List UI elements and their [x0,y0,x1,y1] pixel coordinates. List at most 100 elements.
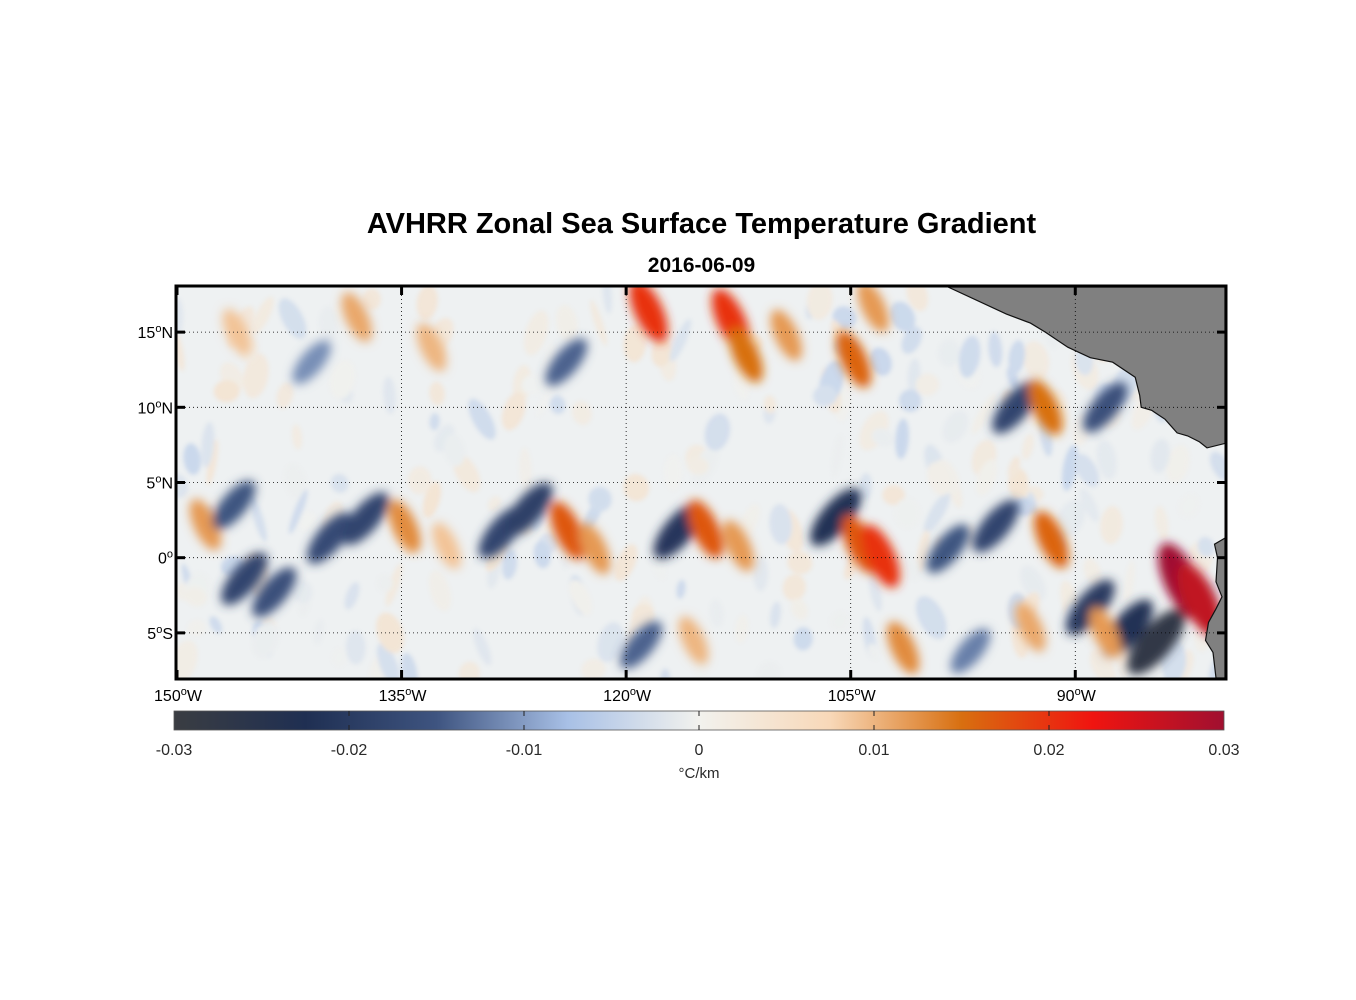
latitude-label: 5oS [147,624,173,643]
gradient-speck [429,570,451,612]
gradient-speck [1210,451,1225,482]
gradient-speck [906,287,929,312]
gradient-feature [252,567,297,618]
gradient-speck [793,627,813,651]
gradient-speck [401,652,418,678]
gradient-speck [184,586,207,607]
gradient-speck [915,373,940,396]
gradient-speck [1197,536,1215,558]
gradient-feature [388,499,421,553]
gradient-speck [319,306,338,340]
longitude-label: 90oW [1057,686,1097,705]
gradient-speck [770,601,781,629]
latitude-labels: 15oN 10oN 5oN 0o 5oS [138,323,173,643]
gradient-speck [756,661,782,678]
gradient-speck [473,628,492,666]
latitude-label: 0o [158,549,173,568]
gradient-speck [868,571,883,612]
gradient-speck [867,643,879,661]
gradient-speck [177,640,198,678]
gradient-feature [341,292,372,342]
gradient-speck [292,424,302,450]
gradient-speck [252,622,279,659]
gradient-feature [687,499,724,559]
gradient-speck [1089,649,1116,678]
gradient-feature [620,621,663,669]
colorbar-tick-label: -0.03 [156,742,193,759]
gradient-speck [869,347,892,376]
gradient-speck [971,393,997,434]
gradient-speck [588,486,612,512]
gradient-feature [722,520,755,572]
gradient-speck [844,557,857,580]
gradient-feature [212,480,256,530]
gradient-speck [292,579,313,604]
gradient-feature [1065,579,1115,635]
gradient-feature [307,512,353,564]
gradient-speck [871,428,895,447]
gradient-speck [631,603,655,629]
gradient-speck [468,398,496,440]
gradient-speck [407,466,432,495]
longitude-label: 150oW [154,686,203,705]
colorbar-unit-label: °C/km [679,765,720,782]
gradient-speck [329,359,356,399]
colorbar-tick-labels: -0.03 -0.02 -0.01 0 0.01 0.02 0.03 [156,742,1240,759]
colorbar-tick-label: 0.03 [1208,742,1239,759]
gradient-speck [502,549,518,580]
gradient-speck [753,556,769,592]
gradient-speck [569,579,592,616]
gradient-speck [314,619,324,645]
gradient-feature [810,488,862,546]
gradient-speck [732,368,750,400]
gradient-speck [1083,558,1102,586]
gradient-speck [206,439,219,486]
longitude-label: 120oW [603,686,652,705]
gradient-speck [376,643,401,678]
gradient-speck [889,301,916,332]
gradient-speck [345,630,366,665]
gradient-speck [1096,439,1117,480]
gradient-speck [1006,366,1019,388]
gradient-speck [942,410,969,443]
gradient-speck [590,300,607,346]
gradient-speck [830,611,850,632]
gradient-speck [882,485,905,506]
gradient-speck [663,454,683,491]
gradient-feature [836,330,872,388]
gradient-speck [376,574,393,593]
gradient-speck [791,598,808,620]
gradient-feature [416,323,447,372]
gradient-speck [429,381,445,406]
colorbar-tick-label: 0.02 [1033,742,1064,759]
gradient-feature [189,499,222,551]
colorbar-tick-label: 0.01 [858,742,889,759]
gradient-speck [1008,340,1026,375]
gradient-speck [813,385,837,407]
gradient-speck [901,326,922,354]
gradient-feature [857,287,889,333]
gradient-speck [597,622,624,663]
gradient-speck [1154,505,1169,541]
gradient-speck [251,296,274,335]
gradient-speck [903,553,920,581]
gradient-speck [344,582,360,610]
gradient-feature [1127,609,1185,675]
gradient-speck [807,287,833,320]
gradient-speck [1150,438,1170,473]
gradient-speck [769,504,792,545]
gradient-speck [764,395,776,414]
gradient-speck [709,599,724,628]
gradient-speck [177,331,185,372]
gradient-speck [416,287,438,320]
gradient-feature [221,552,268,605]
gradient-feature [1033,511,1069,569]
gradient-speck [519,447,532,493]
gradient-speck [676,579,686,599]
gradient-feature [678,616,709,665]
gradient-speck [975,459,998,496]
latitude-label: 5oN [146,474,173,493]
gradient-feature [222,308,252,356]
gradient-speck [183,443,201,475]
